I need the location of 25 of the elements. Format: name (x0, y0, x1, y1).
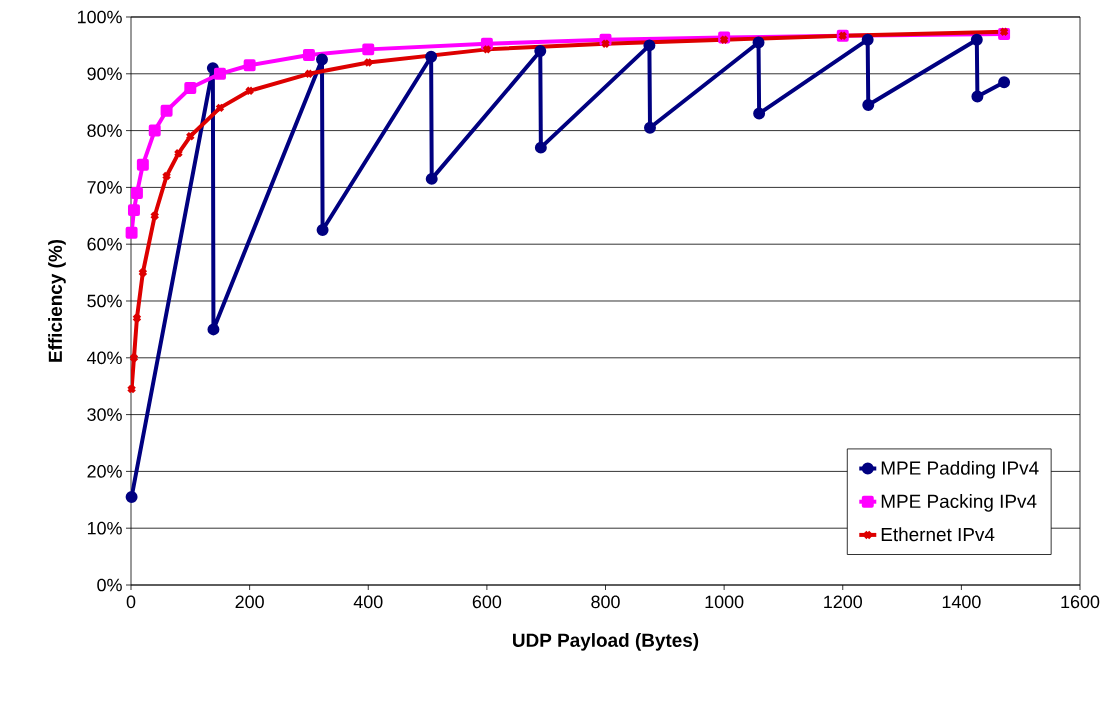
x-tick-label: 1400 (942, 595, 981, 609)
x-axis-title: UDP Payload (Bytes) (513, 633, 699, 651)
legend-label: Ethernet IPv4 (881, 527, 995, 542)
x-tick-label: 1200 (824, 595, 863, 609)
y-tick-label: 10% (87, 521, 122, 535)
x-tick-label: 200 (235, 595, 264, 609)
legend-label: MPE Padding IPv4 (881, 460, 1039, 479)
y-tick-label: 60% (87, 237, 122, 251)
x-tick-label: 600 (472, 595, 502, 609)
legend-label: MPE Packing IPv4 (881, 494, 1037, 512)
y-tick-label: 20% (87, 465, 122, 478)
y-tick-label: 90% (87, 67, 122, 81)
x-tick-label: 1000 (705, 595, 744, 609)
y-tick-label: 70% (87, 181, 122, 194)
y-tick-label: 30% (87, 408, 122, 421)
x-tick-label: 400 (353, 595, 383, 609)
x-tick-label: 0 (126, 595, 136, 609)
y-tick-label: 100% (77, 10, 122, 24)
y-tick-label: 80% (87, 124, 122, 137)
y-tick-label: 40% (87, 351, 122, 365)
y-tick-label: 0% (97, 578, 122, 592)
y-axis-title: Efficiency (%) (48, 239, 66, 362)
x-tick-label: 1600 (1061, 595, 1100, 609)
y-tick-label: 50% (87, 294, 122, 308)
x-tick-label: 800 (591, 595, 620, 609)
